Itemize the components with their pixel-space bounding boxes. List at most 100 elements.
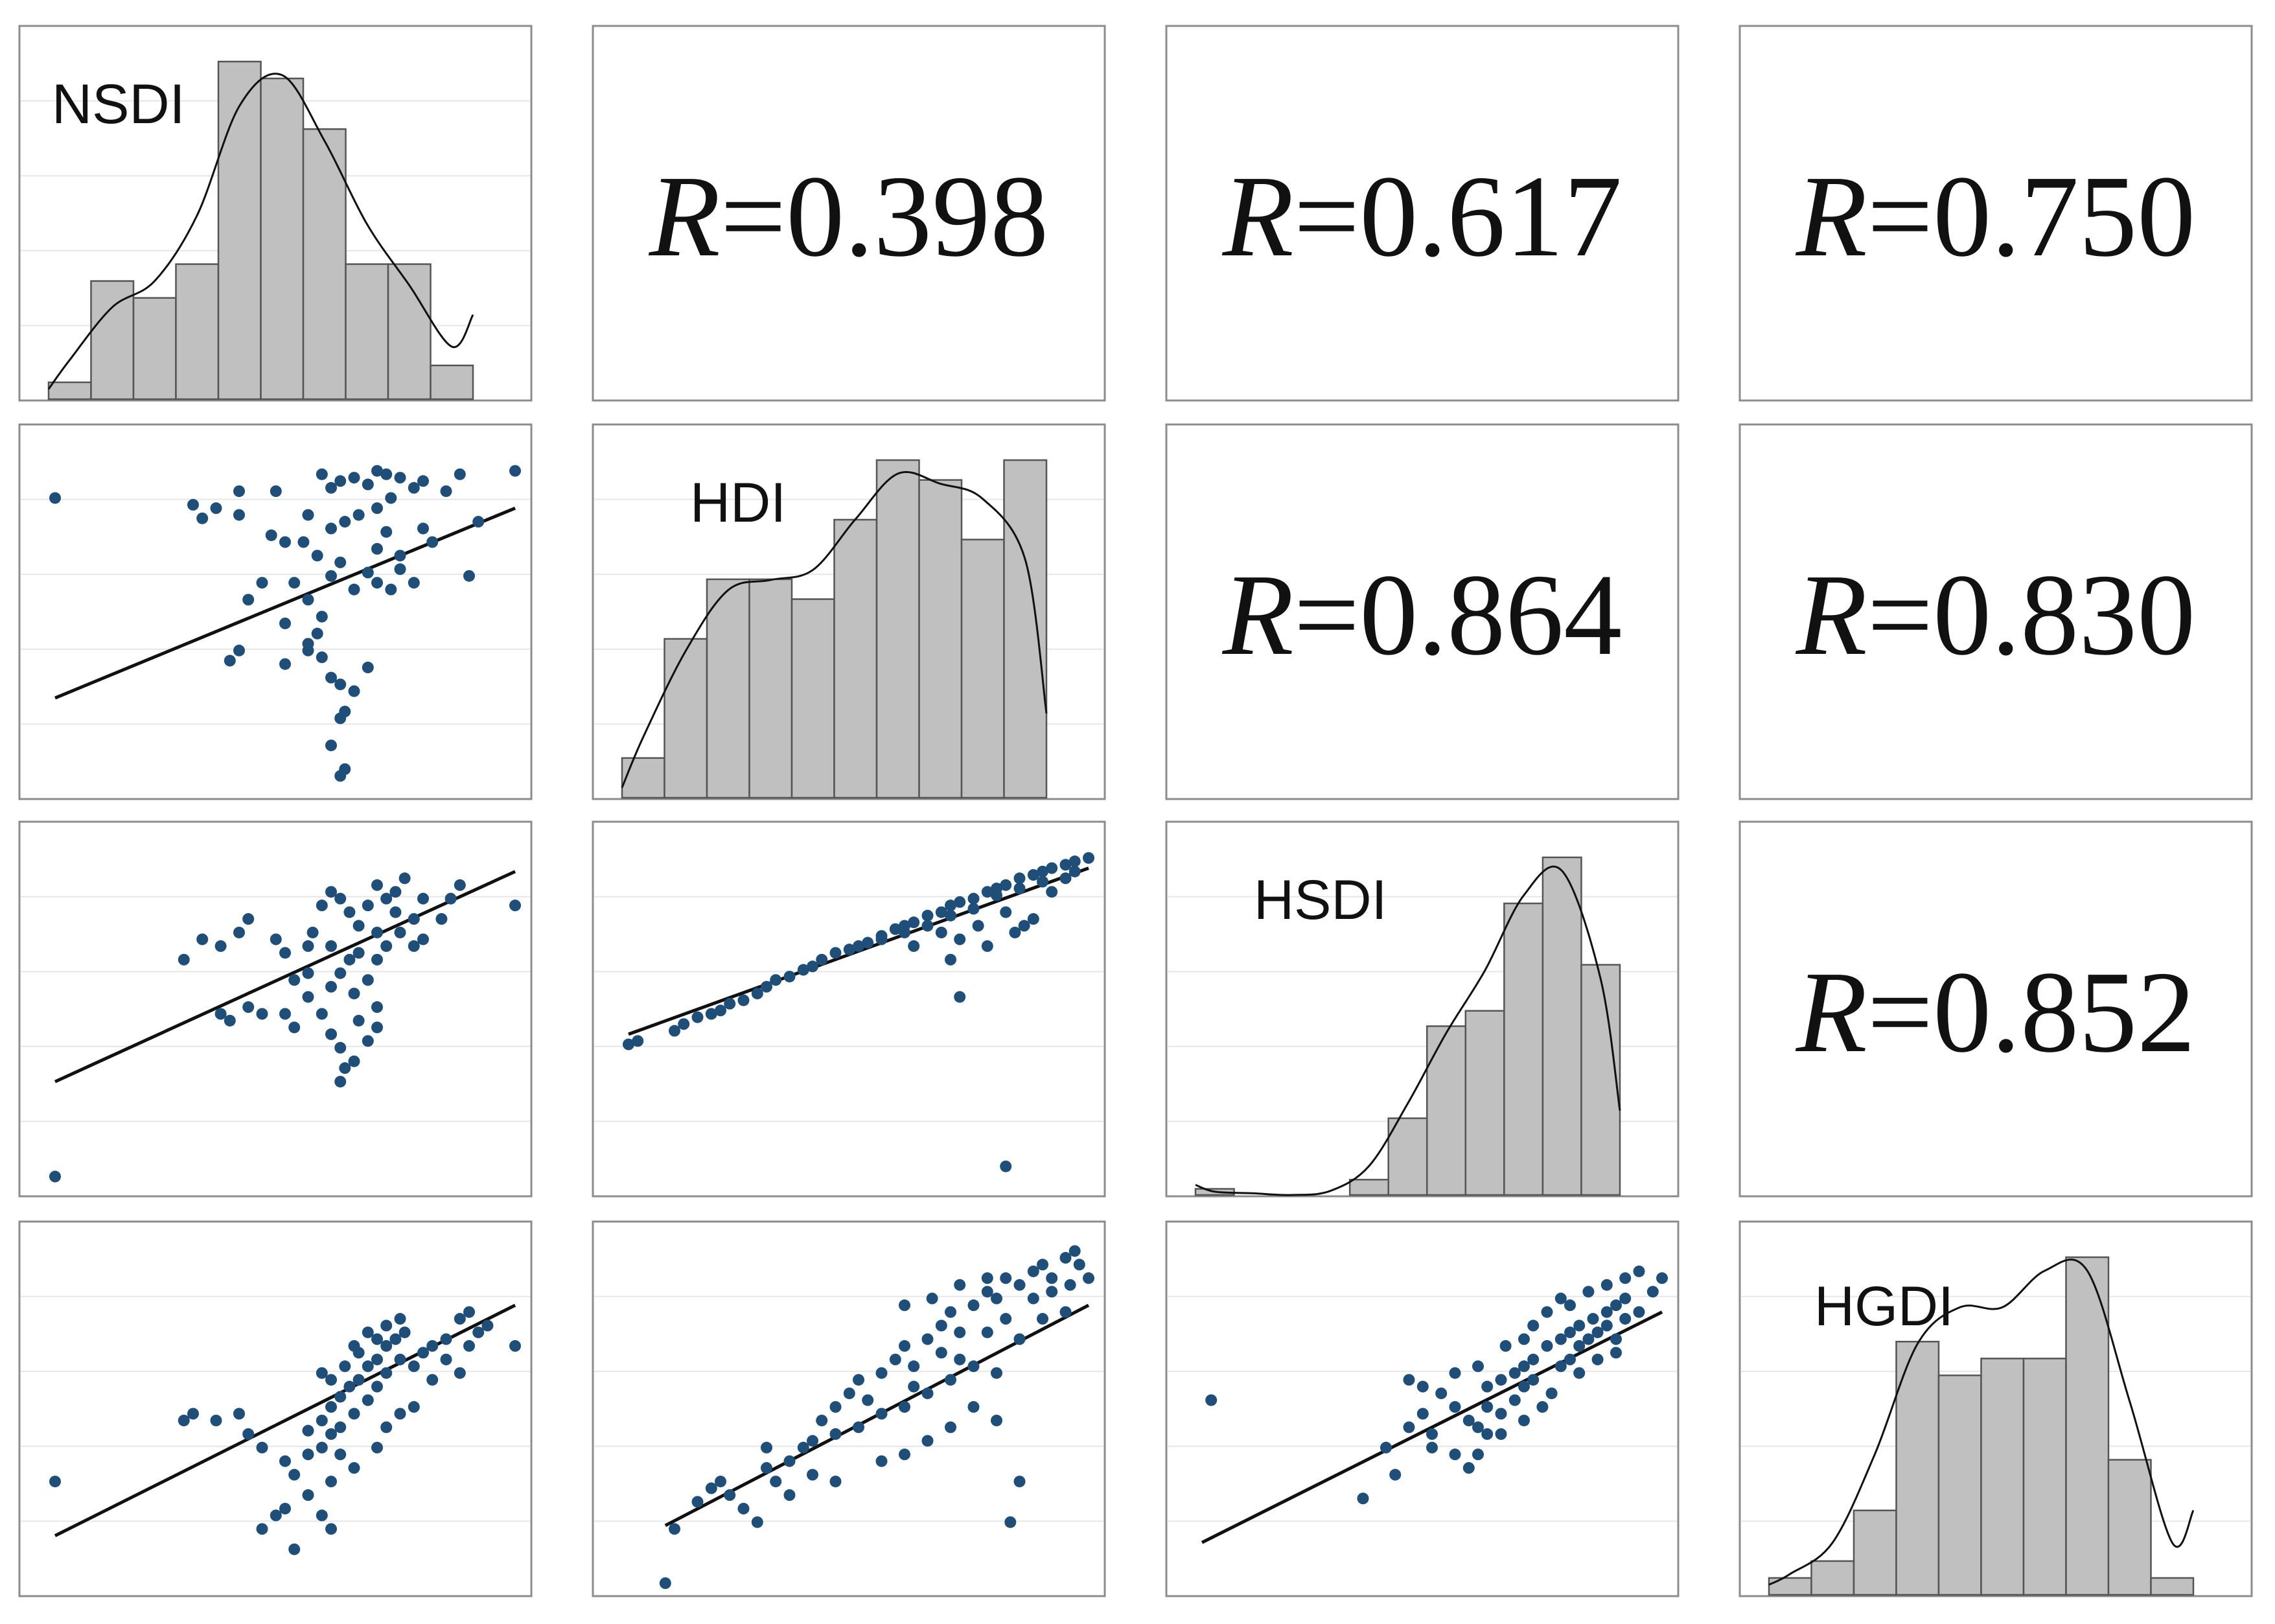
scatter-point bbox=[352, 1014, 365, 1027]
histogram-bar bbox=[748, 578, 793, 799]
scatter-point bbox=[1013, 1279, 1026, 1291]
histogram-bar bbox=[1542, 856, 1582, 1196]
scatter-point bbox=[691, 1496, 704, 1508]
scatter-point bbox=[1619, 1313, 1632, 1325]
scatter-point bbox=[783, 1455, 796, 1467]
scatter-point bbox=[408, 481, 420, 494]
scatter-point bbox=[737, 994, 750, 1006]
scatter-point bbox=[1027, 1292, 1039, 1305]
histogram-bar bbox=[1937, 1375, 1982, 1596]
regression-line bbox=[1201, 1310, 1663, 1544]
panel-frame bbox=[592, 820, 1106, 1198]
correlation-number: =0.852 bbox=[1867, 947, 2196, 1076]
scatter-point bbox=[408, 577, 420, 589]
scatter-point bbox=[691, 1011, 704, 1023]
scatter-point bbox=[408, 940, 420, 952]
scatter-point bbox=[302, 509, 314, 521]
scatter-point bbox=[279, 1008, 291, 1020]
scatter-point bbox=[288, 974, 301, 986]
scatter-point bbox=[1046, 1272, 1058, 1284]
scatter-point bbox=[233, 509, 245, 521]
correlation-panel: R=0.830 bbox=[1738, 423, 2253, 800]
scatter-point bbox=[279, 536, 291, 548]
scatter-point bbox=[853, 940, 864, 952]
scatter-point bbox=[715, 1476, 726, 1488]
scatter-point bbox=[408, 913, 420, 925]
scatter-point bbox=[945, 1421, 956, 1433]
scatter-point bbox=[1000, 1313, 1012, 1325]
scatter-point bbox=[829, 1401, 842, 1413]
scatter-point bbox=[705, 1008, 717, 1020]
scatter-point bbox=[316, 899, 328, 912]
scatter-point bbox=[316, 610, 328, 623]
scatter-point bbox=[210, 502, 222, 515]
scatter-point bbox=[435, 913, 448, 925]
histogram-bar bbox=[175, 263, 220, 400]
scatter-point bbox=[233, 1408, 245, 1420]
correlation-panel: R=0.852 bbox=[1738, 820, 2253, 1198]
density-curve bbox=[47, 73, 474, 390]
scatter-point bbox=[632, 1035, 644, 1047]
scatter-point bbox=[935, 906, 947, 918]
scatter-point bbox=[1004, 1516, 1017, 1528]
scatter-point bbox=[751, 1516, 763, 1528]
scatter-point bbox=[302, 1448, 314, 1461]
scatter-point bbox=[325, 940, 337, 952]
scatter-point bbox=[325, 1428, 337, 1440]
histogram-bar bbox=[430, 364, 474, 400]
scatter-point bbox=[1527, 1374, 1540, 1386]
scatter-point bbox=[380, 940, 393, 952]
scatter-point bbox=[224, 655, 236, 667]
scatter-point bbox=[380, 1421, 393, 1433]
scatter-point bbox=[389, 886, 402, 898]
scatter-point bbox=[1591, 1326, 1604, 1338]
scatter-point bbox=[187, 1408, 199, 1420]
scatter-point bbox=[394, 1313, 406, 1325]
scatter-point bbox=[853, 1421, 864, 1433]
histogram-bar bbox=[833, 518, 878, 799]
scatter-point bbox=[380, 1367, 393, 1379]
scatter-point bbox=[371, 953, 383, 966]
histogram-bar bbox=[1980, 1358, 2025, 1596]
scatter-point bbox=[178, 1414, 190, 1426]
scatter-point bbox=[1064, 1279, 1076, 1291]
histogram-bar bbox=[90, 280, 135, 400]
scatter-point bbox=[751, 988, 763, 1000]
scatter-point bbox=[352, 509, 365, 521]
scatter-point bbox=[334, 1041, 347, 1054]
scatter-point bbox=[967, 1401, 980, 1413]
scatter-point bbox=[1508, 1394, 1521, 1406]
scatter-point bbox=[908, 916, 920, 929]
correlation-symbol: R bbox=[649, 152, 721, 281]
histogram-panel-nsdi: NSDI bbox=[18, 25, 533, 402]
scatter-point bbox=[371, 1353, 383, 1365]
correlation-symbol: R bbox=[1222, 152, 1294, 281]
scatter-point bbox=[1083, 1272, 1094, 1284]
regression-line bbox=[54, 506, 516, 700]
scatter-point bbox=[316, 1509, 328, 1522]
scatter-point bbox=[875, 1367, 888, 1379]
histogram-bar bbox=[1503, 902, 1544, 1196]
correlation-symbol: R bbox=[1796, 947, 1867, 1076]
histogram-bar bbox=[2065, 1256, 2110, 1596]
scatter-panel-hsdi-hgdi bbox=[1165, 1220, 1680, 1597]
correlation-symbol: R bbox=[1222, 550, 1294, 679]
scatter-point bbox=[49, 1476, 61, 1488]
correlation-number: =0.750 bbox=[1867, 152, 2196, 281]
scatter-point bbox=[1610, 1299, 1622, 1312]
scatter-point bbox=[509, 465, 521, 477]
scatter-point bbox=[279, 1502, 291, 1514]
scatter-point bbox=[371, 1021, 383, 1034]
scatter-point bbox=[385, 583, 397, 596]
scatter-point bbox=[908, 940, 920, 952]
scatter-point bbox=[417, 1347, 429, 1359]
scatter-point bbox=[1027, 913, 1039, 925]
scatter-point bbox=[1449, 1367, 1461, 1379]
histogram-bar bbox=[1387, 1117, 1428, 1196]
histogram-bar bbox=[2107, 1459, 2152, 1596]
scatter-point bbox=[302, 1424, 314, 1437]
scatter-point bbox=[991, 1414, 1002, 1426]
scatter-point bbox=[875, 1408, 888, 1420]
scatter-point bbox=[1037, 1313, 1048, 1325]
scatter-point bbox=[362, 478, 374, 491]
